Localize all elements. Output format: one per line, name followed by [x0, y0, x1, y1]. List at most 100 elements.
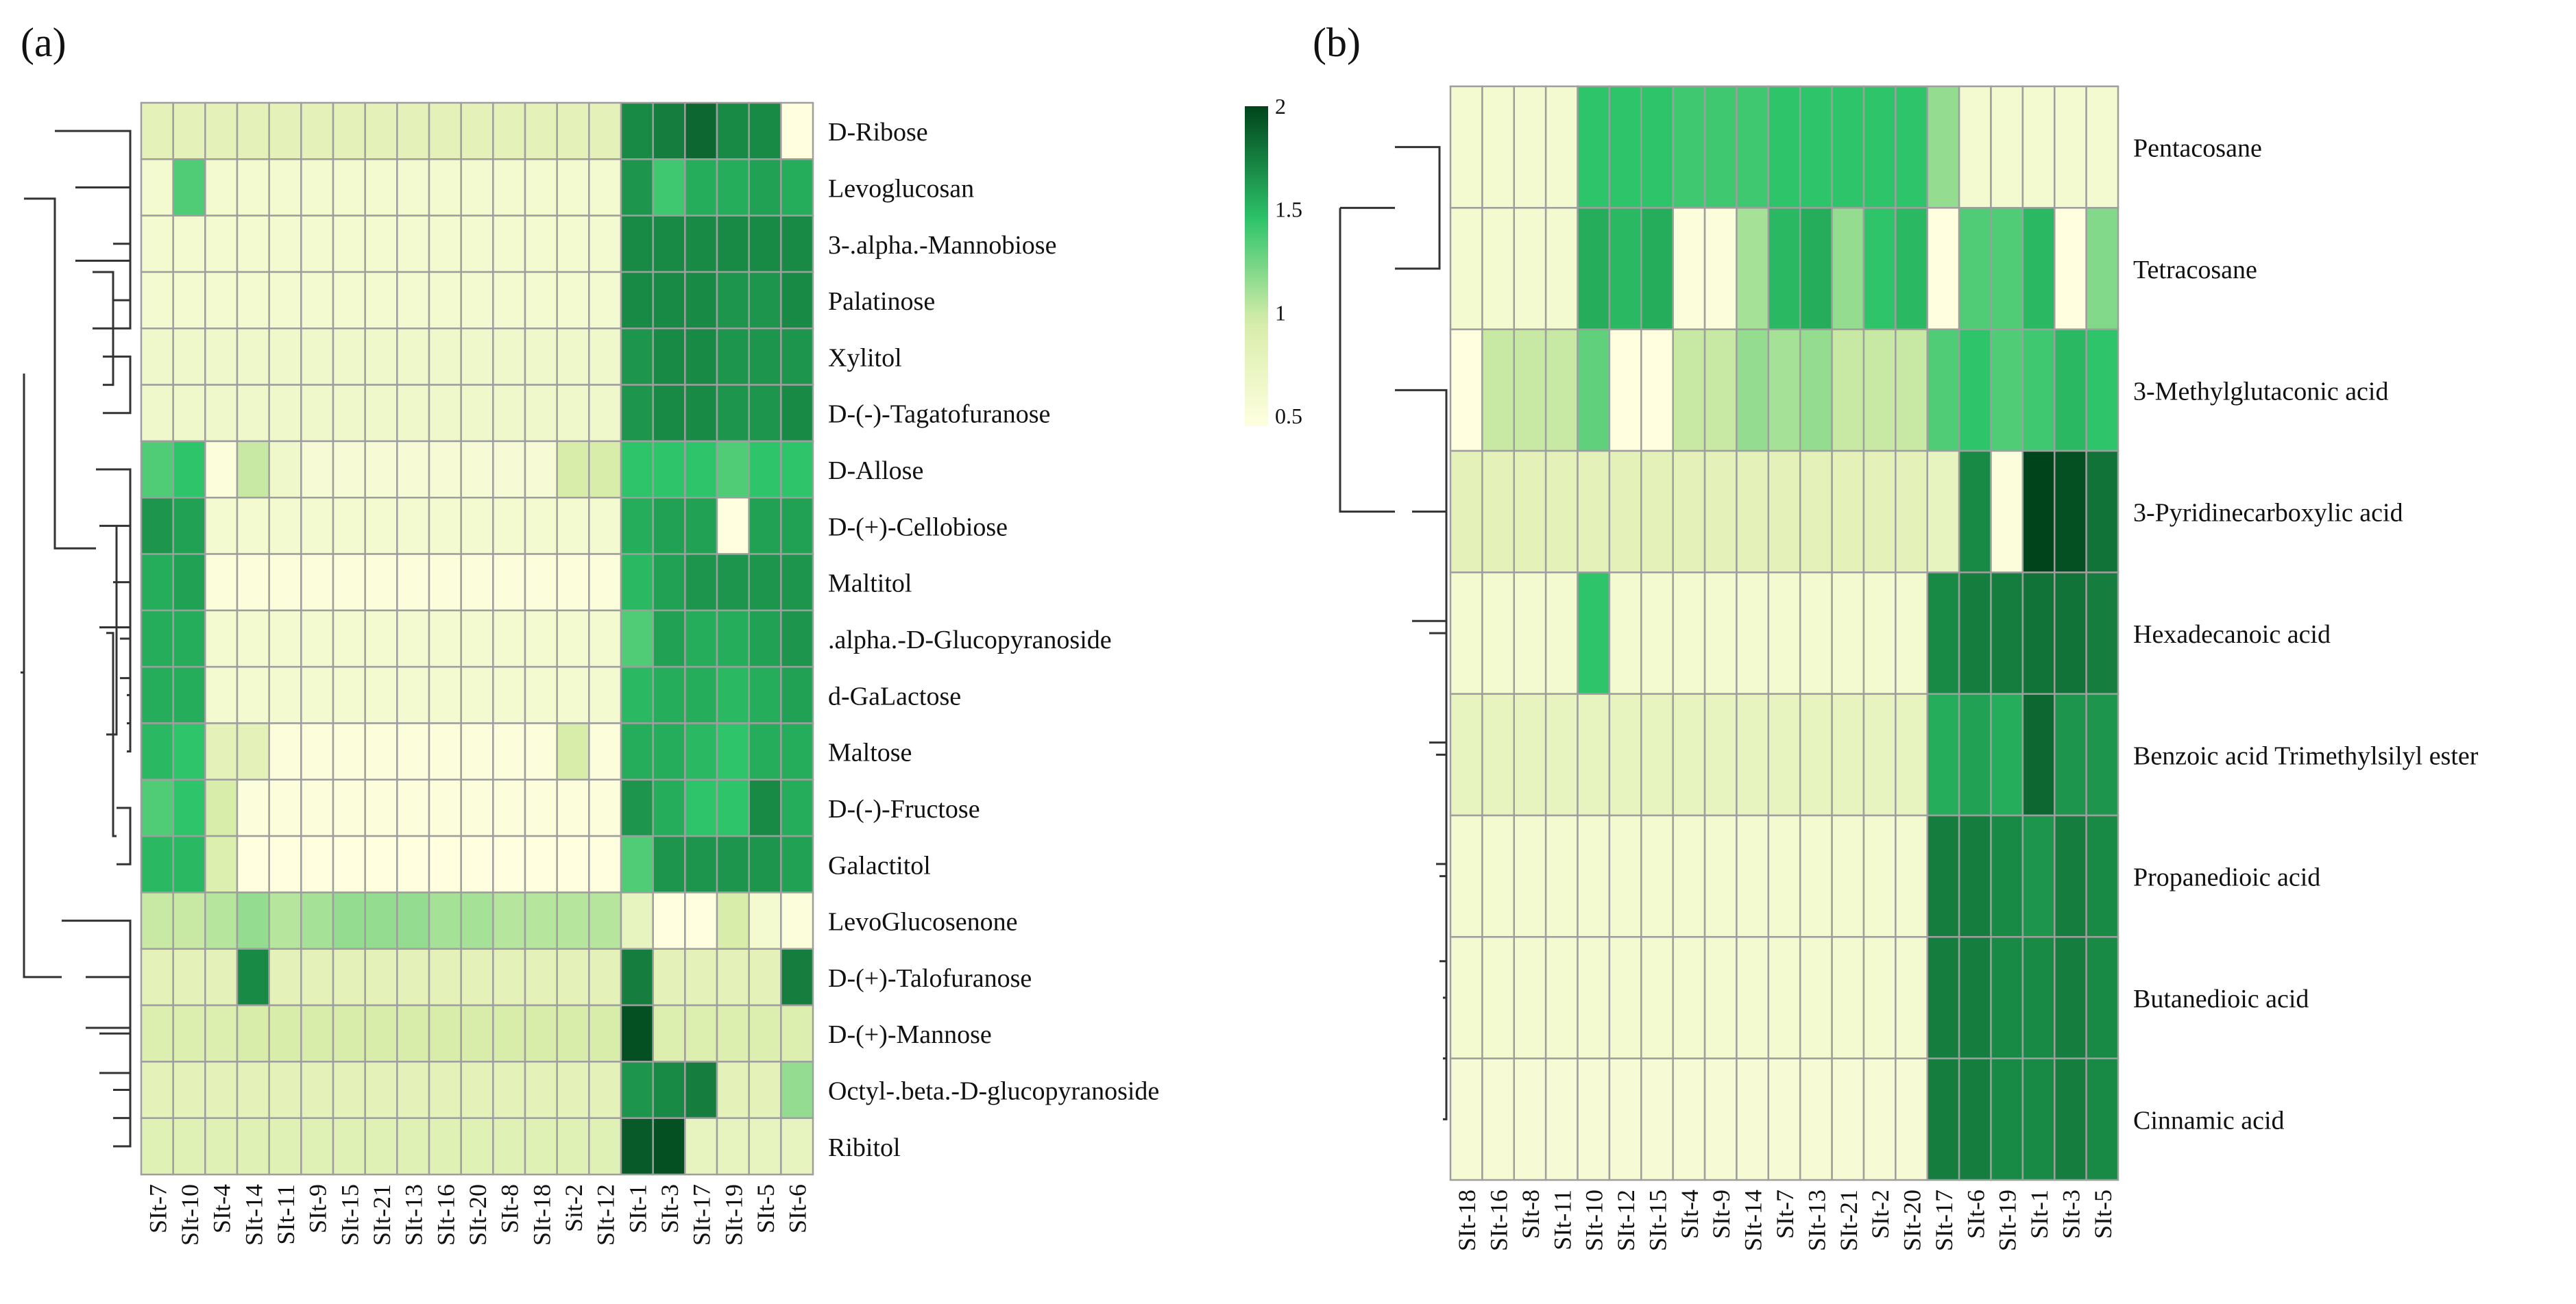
panel-a-cell	[236, 1061, 270, 1119]
panel-b-cell	[1862, 1057, 1897, 1181]
panel-b-cell	[1481, 571, 1516, 695]
panel-a-cell	[716, 891, 750, 950]
panel-a-cell	[684, 891, 718, 950]
panel-a-cell	[172, 1004, 206, 1063]
panel-a-cell	[236, 778, 270, 837]
panel-a-cell	[428, 1117, 462, 1176]
panel-a-cell	[684, 101, 718, 160]
panel-b-cell	[1862, 936, 1897, 1059]
panel-b-cell	[1767, 207, 1801, 330]
panel-a-column-label: SIt-19	[720, 1184, 747, 1246]
panel-b-column-label: SIt-16	[1485, 1190, 1513, 1251]
panel-b-cell	[2085, 207, 2119, 330]
panel-b-cell	[1799, 207, 1833, 330]
panel-a-cell	[428, 101, 462, 160]
panel-a-cell	[460, 214, 494, 273]
panel-a-cell	[268, 328, 302, 386]
panel-a-cell	[428, 665, 462, 724]
panel-b-column-label: SIt-2	[1867, 1190, 1894, 1239]
panel-b-cell	[1958, 571, 1992, 695]
panel-a-cell	[396, 1004, 430, 1063]
panel-a-column-label: SIt-18	[528, 1184, 555, 1246]
panel-a-cell	[300, 271, 335, 330]
panel-a-cell	[332, 384, 366, 443]
panel-a-cell	[268, 271, 302, 330]
panel-b-cell	[1895, 85, 1928, 209]
panel-a-cell	[492, 101, 526, 160]
panel-a-cell	[332, 948, 366, 1007]
panel-b-cell	[1544, 450, 1579, 574]
panel-a-row-dendrogram	[21, 130, 132, 1148]
panel-b-cell	[2053, 1057, 2087, 1181]
panel-a-cell	[780, 891, 814, 950]
panel-a-cell	[204, 101, 239, 160]
panel-a-cell	[556, 440, 590, 499]
panel-b-cell	[2053, 85, 2087, 209]
colorbar-tick-label: 1.5	[1275, 197, 1302, 222]
panel-a-cell	[236, 101, 270, 160]
panel-b-cell	[1895, 571, 1928, 695]
panel-a-row-label: D-Allose	[828, 456, 923, 485]
panel-a-cell	[140, 609, 174, 668]
panel-b-cell	[1544, 693, 1579, 817]
panel-a-cell	[556, 1061, 590, 1119]
panel-b-cell	[1736, 207, 1770, 330]
panel-b-cell	[2085, 693, 2119, 817]
panel-a-cell	[204, 1117, 239, 1176]
panel-b-cell	[1831, 936, 1865, 1059]
panel-b-cell	[2021, 85, 2056, 209]
panel-a-cell	[428, 496, 462, 555]
panel-b-column-label: SIt-9	[1708, 1190, 1735, 1239]
panel-a-cell	[140, 101, 174, 160]
panel-a-cell	[780, 440, 814, 499]
panel-a-row-label: Xylitol	[828, 343, 902, 372]
panel-a-cell	[556, 778, 590, 837]
panel-a-dendrogram-branch	[96, 468, 132, 629]
panel-a-cell	[300, 665, 335, 724]
panel-b-cell	[1672, 1057, 1706, 1181]
panel-b-cell	[1799, 328, 1833, 452]
panel-a-cell	[204, 214, 239, 273]
panel-a-cell	[428, 553, 462, 612]
panel-b-cell	[1990, 936, 2024, 1059]
panel-a-cell	[332, 1061, 366, 1119]
panel-a-cell	[620, 214, 654, 273]
panel-a-cell	[268, 1061, 302, 1119]
panel-a-cell	[140, 496, 174, 555]
panel-a-cell	[716, 271, 750, 330]
panel-a-cell	[588, 948, 622, 1007]
panel-a-cell	[236, 553, 270, 612]
panel-a-cell	[460, 158, 494, 217]
panel-a-cell	[780, 328, 814, 386]
panel-a-cell	[652, 101, 686, 160]
panel-a-cell	[364, 722, 398, 781]
panel-a-cell	[780, 665, 814, 724]
panel-a-cell	[236, 496, 270, 555]
panel-a-cell	[524, 101, 558, 160]
panel-b-cell	[1767, 571, 1801, 695]
panel-a-cell	[172, 1061, 206, 1119]
panel-b-cell	[1990, 693, 2024, 817]
panel-b-cell	[1672, 328, 1706, 452]
panel-a-cell	[204, 440, 239, 499]
panel-b-cell	[2085, 571, 2119, 695]
panel-a-cell	[428, 948, 462, 1007]
panel-a-cell	[300, 1004, 335, 1063]
panel-b-cell	[1862, 693, 1897, 817]
panel-a-cell	[332, 722, 366, 781]
panel-a-cell	[460, 101, 494, 160]
panel-a-cell	[684, 609, 718, 668]
panel-a-cell	[780, 271, 814, 330]
panel-a-cell	[428, 835, 462, 894]
panel-a-cell	[492, 496, 526, 555]
panel-a-cell	[204, 722, 239, 781]
panel-a-column-label: SIt-3	[656, 1184, 683, 1233]
panel-a-cell	[524, 1061, 558, 1119]
panel-a-cell	[492, 553, 526, 612]
panel-a-cell	[364, 214, 398, 273]
panel-b-cell	[1449, 693, 1483, 817]
panel-a-cell	[556, 722, 590, 781]
panel-a-cell	[140, 271, 174, 330]
panel-a-column-label: SIt-16	[432, 1184, 459, 1246]
panel-b-row-label: Hexadecanoic acid	[2133, 620, 2331, 649]
